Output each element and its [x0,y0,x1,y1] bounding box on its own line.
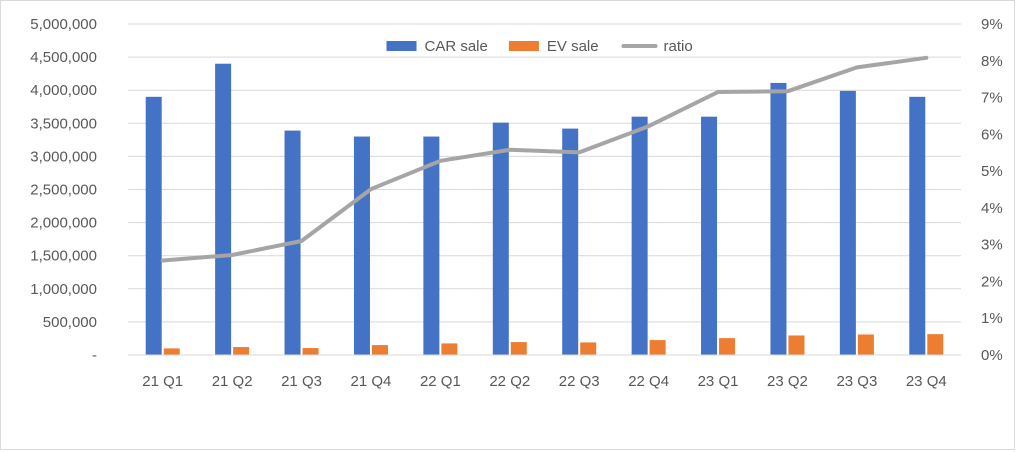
y-tick-label-left: 2,500,000 [30,182,97,199]
y-tick-label-right: 5% [981,163,1003,180]
x-tick-label: 23 Q2 [767,373,808,390]
legend-swatch [508,41,539,51]
bar-ev-sale [857,334,874,355]
bar-car-sale [839,90,856,355]
legend-item-car-sale: CAR sale [386,38,488,55]
bar-car-sale [492,122,509,355]
bar-ev-sale [163,348,180,355]
bar-ev-sale [441,343,458,355]
x-tick-label: 23 Q4 [906,373,947,390]
y-tick-label-left: 1,500,000 [30,248,97,265]
bar-ev-sale [649,340,666,355]
bar-ev-sale [302,348,319,355]
x-tick-label: 23 Q1 [698,373,739,390]
bar-car-sale [701,116,718,356]
y-tick-label-left: 3,500,000 [30,115,97,132]
bar-ev-sale [233,347,250,355]
legend-label: CAR sale [425,38,488,55]
y-tick-label-left: 4,000,000 [30,82,97,99]
x-tick-label: 23 Q3 [836,373,877,390]
legend-swatch [386,41,417,51]
bar-car-sale [631,116,648,356]
x-tick-label: 21 Q2 [212,373,253,390]
y-tick-label-left: - [92,347,97,364]
y-tick-label-right: 4% [981,200,1003,217]
y-tick-label-left: 500,000 [43,314,97,331]
bar-ev-sale [719,338,736,355]
y-tick-label-left: 4,500,000 [30,49,97,66]
bar-car-sale [423,136,440,355]
bar-car-sale [353,136,370,355]
x-tick-label: 22 Q2 [489,373,530,390]
y-tick-label-left: 3,000,000 [30,148,97,165]
y-tick-label-right: 0% [981,347,1003,364]
legend-item-ratio: ratio [621,38,693,55]
x-tick-label: 21 Q4 [351,373,392,390]
x-tick-label: 22 Q1 [420,373,461,390]
ratio-line [160,55,929,263]
legend: CAR sale EV sale ratio [386,38,693,55]
bar-ev-sale [510,342,527,355]
y-tick-label-right: 6% [981,126,1003,143]
x-tick-label: 22 Q4 [628,373,669,390]
y-tick-label-left: 5,000,000 [30,16,97,33]
y-tick-label-right: 9% [981,16,1003,33]
legend-label: ratio [664,38,693,55]
bars [145,63,944,356]
bar-car-sale [145,96,162,355]
bar-ev-sale [788,335,805,355]
legend-label: EV sale [547,38,599,55]
bar-ev-sale [371,345,388,355]
line-ratio [160,55,929,263]
y-tick-label-right: 3% [981,237,1003,254]
y-tick-label-right: 7% [981,90,1003,107]
bar-car-sale [770,82,787,355]
bar-ev-sale [580,342,597,355]
y-tick-label-left: 2,000,000 [30,215,97,232]
y-tick-label-left: 1,000,000 [30,281,97,298]
bar-car-sale [562,128,579,355]
legend-item-ev-sale: EV sale [508,38,599,55]
bar-car-sale [909,96,926,355]
x-tick-label: 21 Q1 [142,373,183,390]
y-tick-label-right: 8% [981,53,1003,70]
x-tick-label: 21 Q3 [281,373,322,390]
bar-ev-sale [927,334,944,355]
y-tick-label-right: 2% [981,273,1003,290]
axes: - 500,000 1,000,000 1,500,000 2,000,000 2,500… [30,16,1002,390]
x-tick-label: 22 Q3 [559,373,600,390]
y-tick-label-right: 1% [981,310,1003,327]
bar-car-sale [215,63,232,355]
gridlines [128,23,961,323]
